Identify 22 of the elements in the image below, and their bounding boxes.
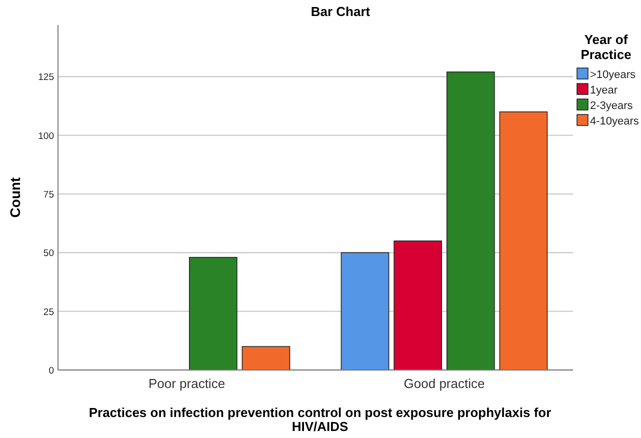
y-axis-title: Count <box>7 176 23 218</box>
bar <box>446 72 495 370</box>
y-tick-label: 125 <box>38 72 54 84</box>
chart-title: Bar Chart <box>310 4 371 19</box>
y-tick-label: 25 <box>43 306 54 318</box>
legend-label: 1year <box>590 84 618 96</box>
y-tick-label: 75 <box>43 189 54 200</box>
y-tick-label: 0 <box>48 366 54 376</box>
y-tick-label: 100 <box>38 130 54 142</box>
x-axis-title: Practices on infection prevention control on post exposure prophylaxis for HIV/AIDS <box>88 405 552 434</box>
legend-label: 4-10years <box>590 116 640 128</box>
bar <box>340 252 390 370</box>
bar <box>242 346 290 370</box>
legend-label: 2-3years <box>590 100 634 112</box>
legend-label: >10years <box>590 69 636 81</box>
bar <box>394 240 442 370</box>
legend-title: Year of Practice <box>580 32 632 62</box>
bar <box>499 111 548 370</box>
x-tick-label: Good practice <box>404 376 485 391</box>
bar <box>188 256 238 370</box>
x-tick-label: Poor practice <box>148 376 226 391</box>
y-tick-label: 50 <box>43 248 54 260</box>
